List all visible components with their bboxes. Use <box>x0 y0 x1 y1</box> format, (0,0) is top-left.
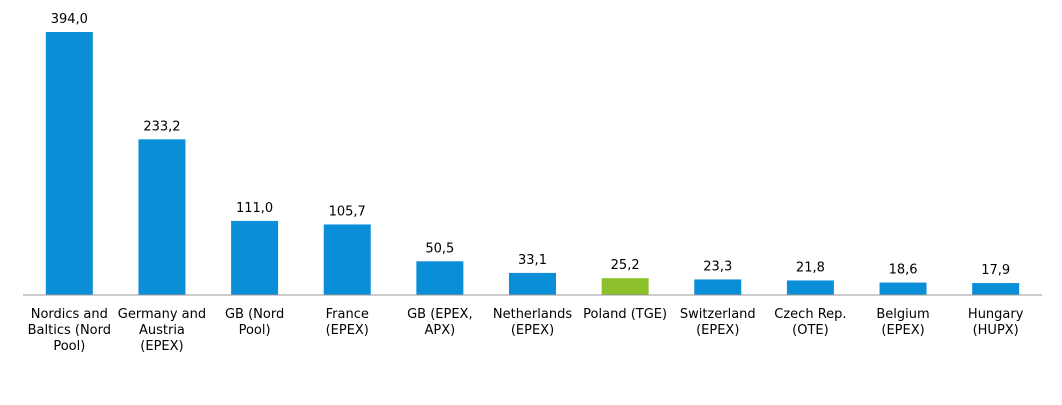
bars-group <box>45 32 1020 295</box>
category-label-line: Belgium <box>876 307 929 322</box>
category-label-line: Hungary <box>968 307 1024 322</box>
value-label-10: 17,9 <box>981 263 1010 278</box>
category-label-line: (OTE) <box>792 323 829 338</box>
value-label-7: 23,3 <box>703 259 732 274</box>
bar-3 <box>323 224 371 295</box>
bar-9 <box>879 282 927 295</box>
value-label-8: 21,8 <box>796 260 825 275</box>
category-label-10: Hungary (HUPX) <box>968 307 1024 338</box>
category-label-line: Baltics (Nord <box>28 323 111 338</box>
category-label-line: APX) <box>425 323 456 338</box>
category-label-line: (EPEX) <box>326 323 369 338</box>
bar-7 <box>694 279 742 295</box>
category-label-line: Poland (TGE) <box>583 307 667 322</box>
category-label-line: France <box>326 307 369 322</box>
value-label-6: 25,2 <box>611 258 640 273</box>
bar-6 <box>601 278 649 295</box>
category-label-1: Germany and Austria (EPEX) <box>118 307 206 354</box>
category-label-6: Poland (TGE) <box>583 307 667 322</box>
category-label-8: Czech Rep. (OTE) <box>774 307 846 338</box>
category-label-line: (HUPX) <box>973 323 1019 338</box>
value-label-0: 394,0 <box>51 12 88 27</box>
bar-10 <box>972 283 1020 295</box>
bar-0 <box>45 32 93 295</box>
category-label-line: Switzerland <box>680 307 756 322</box>
category-label-line: (EPEX) <box>881 323 924 338</box>
category-label-line: (EPEX) <box>140 339 183 354</box>
category-label-line: Pool) <box>53 339 85 354</box>
category-label-0: Nordics and Baltics (Nord Pool) <box>28 307 111 354</box>
value-label-4: 50,5 <box>425 241 454 256</box>
value-label-3: 105,7 <box>329 204 366 219</box>
category-labels-group: Nordics and Baltics (Nord Pool)Germany and… <box>28 307 1024 354</box>
category-label-line: (EPEX) <box>696 323 739 338</box>
category-label-7: Switzerland (EPEX) <box>680 307 756 338</box>
category-label-line: Pool) <box>239 323 271 338</box>
category-label-4: GB (EPEX, APX) <box>407 307 473 338</box>
category-label-line: Germany and <box>118 307 206 322</box>
category-label-line: Netherlands <box>493 307 572 322</box>
value-label-2: 111,0 <box>236 201 273 216</box>
category-label-line: Austria <box>139 323 185 338</box>
category-label-line: Czech Rep. <box>774 307 846 322</box>
value-label-5: 33,1 <box>518 253 547 268</box>
bar-5 <box>509 272 556 295</box>
category-label-line: Nordics and <box>31 307 108 322</box>
bar-8 <box>786 280 834 295</box>
value-label-1: 233,2 <box>143 119 180 134</box>
category-label-3: France (EPEX) <box>326 307 369 338</box>
value-labels-group: 394,0 233,2 111,0 105,7 50,5 33,1 25,2 23,3 21,8… <box>51 12 1010 278</box>
bar-2 <box>231 220 279 295</box>
category-label-5: Netherlands (EPEX) <box>493 307 572 338</box>
bar-4 <box>416 261 464 295</box>
category-label-line: GB (EPEX, <box>407 307 473 322</box>
category-label-line: (EPEX) <box>511 323 554 338</box>
bar-1 <box>138 139 186 295</box>
category-label-2: GB (Nord Pool) <box>225 307 284 338</box>
value-label-9: 18,6 <box>889 263 918 278</box>
category-label-9: Belgium (EPEX) <box>876 307 929 338</box>
category-label-line: GB (Nord <box>225 307 284 322</box>
